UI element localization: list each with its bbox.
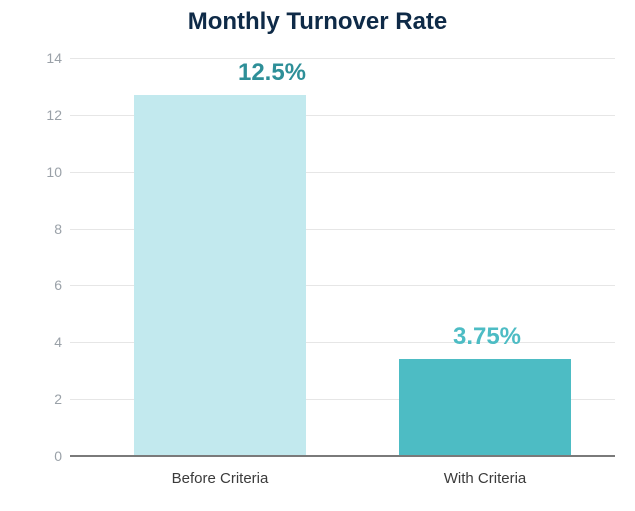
ytick-label: 14 xyxy=(22,50,62,66)
ytick-label: 8 xyxy=(22,221,62,237)
chart-title: Monthly Turnover Rate xyxy=(0,8,635,36)
ytick-label: 10 xyxy=(22,164,62,180)
bar-value-label: 12.5% xyxy=(238,59,306,87)
bar xyxy=(399,359,571,456)
x-category-label: Before Criteria xyxy=(172,470,269,487)
bar-value-label: 3.75% xyxy=(453,323,521,351)
ytick-label: 6 xyxy=(22,277,62,293)
x-axis-line xyxy=(70,455,615,457)
bar xyxy=(134,95,306,456)
ytick-label: 0 xyxy=(22,448,62,464)
x-category-label: With Criteria xyxy=(444,470,527,487)
plot-area: 02468101214 12.5%Before Criteria3.75%Wit… xyxy=(70,58,615,456)
ytick-label: 4 xyxy=(22,334,62,350)
bars-layer: 12.5%Before Criteria3.75%With Criteria xyxy=(70,58,615,456)
ytick-label: 12 xyxy=(22,107,62,123)
ytick-label: 2 xyxy=(22,391,62,407)
turnover-bar-chart: Monthly Turnover Rate 02468101214 12.5%B… xyxy=(0,0,635,511)
